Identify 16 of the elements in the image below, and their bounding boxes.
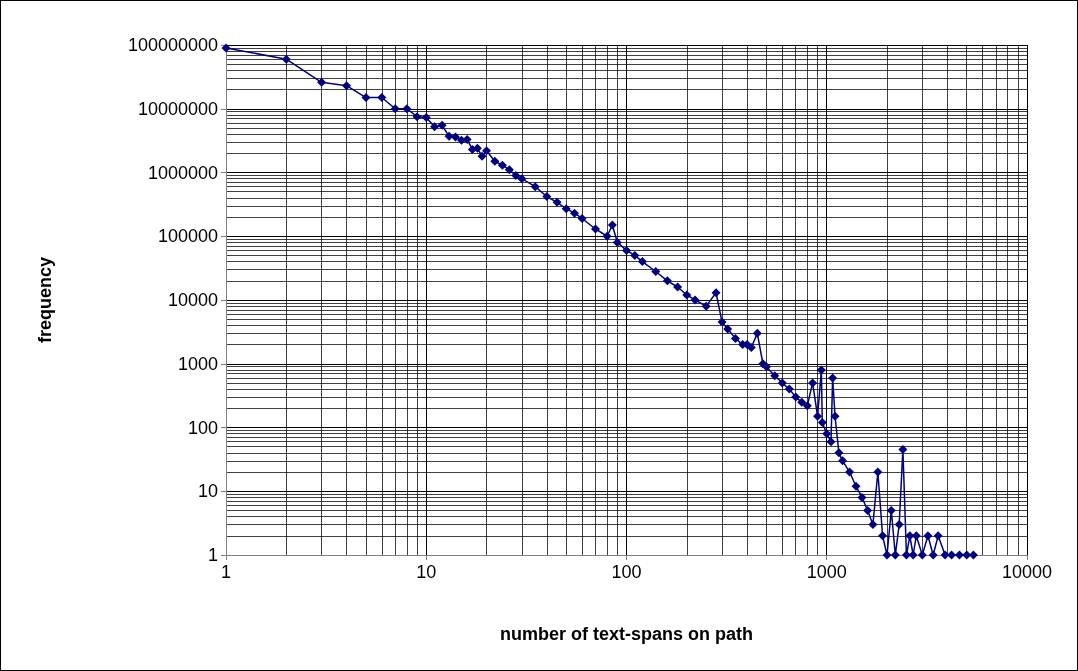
y-tick-label: 100 (187, 417, 218, 438)
y-tick-label: 1 (207, 545, 218, 565)
x-tick-label: 1 (220, 562, 232, 582)
x-axis-title: number of text-spans on path (499, 624, 754, 644)
y-tick-label: 10000 (167, 290, 218, 310)
y-tick-label: 1000 (177, 353, 218, 374)
y-tick-label: 100000000 (127, 35, 218, 55)
y-tick-label: 1000000 (147, 162, 218, 183)
x-tick-label: 10000 (1001, 562, 1053, 582)
y-tick-label: 10000000 (137, 98, 218, 119)
x-tick-label: 1000 (806, 562, 847, 582)
y-axis-title: frequency (35, 256, 55, 344)
x-tick-label: 10 (416, 562, 437, 582)
y-tick-label: 10 (197, 481, 218, 502)
x-tick-label: 100 (611, 562, 642, 582)
y-tick-label: 100000 (157, 226, 218, 247)
